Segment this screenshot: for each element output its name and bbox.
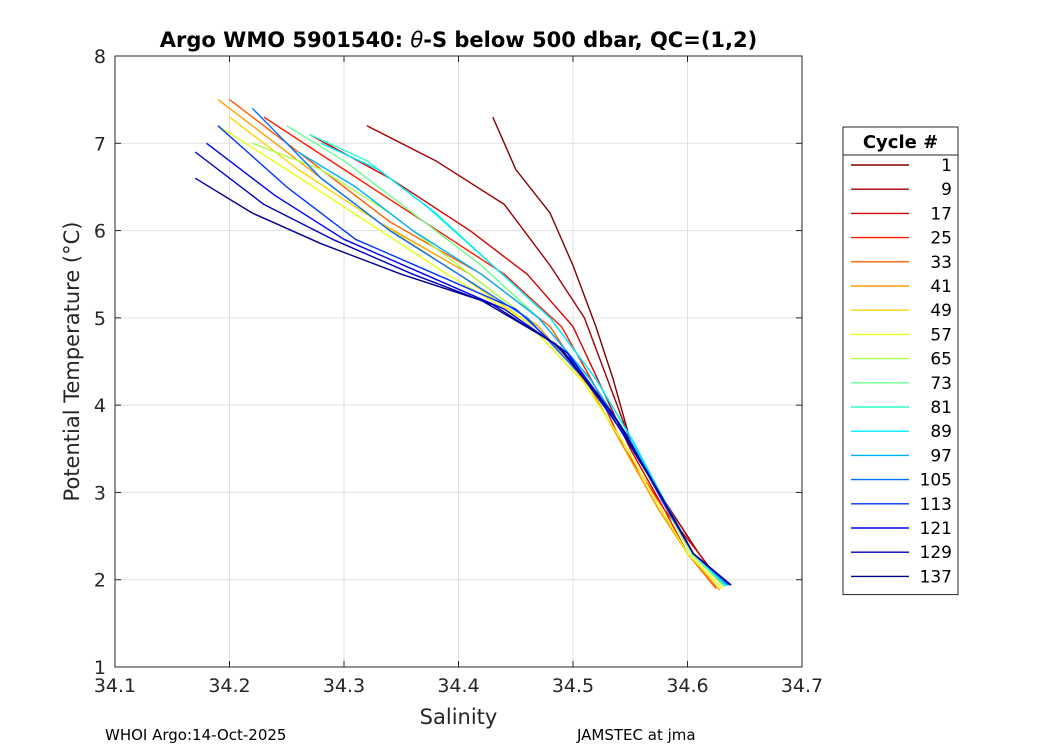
legend-label-49: 49 xyxy=(930,301,952,321)
x-tick-label: 34.6 xyxy=(666,675,708,697)
series-line-cycle-73 xyxy=(286,125,726,587)
series-line-cycle-105 xyxy=(251,107,730,586)
legend-label-113: 113 xyxy=(920,495,952,515)
series-line-cycle-137 xyxy=(194,177,732,586)
legend-label-73: 73 xyxy=(930,374,952,394)
series-line-cycle-113 xyxy=(217,125,731,586)
footer-left: WHOI Argo:14-Oct-2025 xyxy=(105,726,287,744)
series-line-cycle-121 xyxy=(206,142,732,586)
legend-label-25: 25 xyxy=(930,229,952,249)
legend-label-121: 121 xyxy=(920,519,952,539)
series-line-cycle-65 xyxy=(252,142,725,588)
footer-right: JAMSTEC at jma xyxy=(577,726,696,744)
legend-label-17: 17 xyxy=(930,204,952,224)
legend-label-137: 137 xyxy=(920,567,952,587)
legend: Cycle # 1 9 17 25 33 41 49 57 65 73 81 89 97 105 113 12… xyxy=(842,126,959,596)
x-tick-label: 34.1 xyxy=(94,675,136,697)
legend-title: Cycle # xyxy=(863,132,938,153)
legend-label-33: 33 xyxy=(930,253,952,273)
ticks: 34.1 34.2 34.3 34.4 34.5 34.6 34.7 1 2 3 4 5 6 7 8 xyxy=(94,46,823,697)
y-axis-label: Potential Temperature (°C) xyxy=(60,222,84,502)
legend-label-105: 105 xyxy=(920,471,952,491)
series-line-cycle-25 xyxy=(263,116,717,589)
legend-label-129: 129 xyxy=(920,543,952,563)
y-tick-label: 6 xyxy=(94,221,106,243)
title-prefix: Argo WMO 5901540: xyxy=(160,28,411,52)
legend-label-65: 65 xyxy=(930,350,952,370)
legend-items: 1 9 17 25 33 41 49 57 65 73 81 89 97 105 113 121 129 137 xyxy=(851,156,952,587)
legend-label-97: 97 xyxy=(930,446,952,466)
legend-box xyxy=(842,126,959,596)
x-axis-label: Salinity xyxy=(420,705,498,729)
legend-label-9: 9 xyxy=(941,180,952,200)
title-theta: θ xyxy=(410,28,423,52)
y-tick-label: 2 xyxy=(94,570,106,592)
y-tick-label: 1 xyxy=(94,657,106,679)
series-line-cycle-129 xyxy=(194,151,732,586)
y-tick-label: 5 xyxy=(94,308,106,330)
legend-label-57: 57 xyxy=(930,325,952,345)
chart-title: Argo WMO 5901540: θ-S below 500 dbar, QC… xyxy=(160,28,757,52)
legend-label-41: 41 xyxy=(930,277,952,297)
y-tick-label: 7 xyxy=(94,133,106,155)
legend-label-89: 89 xyxy=(930,422,952,442)
legend-label-1: 1 xyxy=(941,156,952,176)
y-tick-label: 3 xyxy=(94,482,106,504)
x-tick-label: 34.7 xyxy=(781,675,823,697)
series-line-cycle-9 xyxy=(366,125,723,585)
title-suffix: -S below 500 dbar, QC=(1,2) xyxy=(423,28,757,52)
series-line-cycle-57 xyxy=(217,125,723,589)
legend-label-81: 81 xyxy=(930,398,952,418)
x-tick-label: 34.4 xyxy=(437,675,479,697)
y-tick-label: 4 xyxy=(94,395,106,417)
x-tick-label: 34.3 xyxy=(323,675,365,697)
x-tick-label: 34.2 xyxy=(208,675,250,697)
series-line-cycle-49 xyxy=(229,116,723,589)
y-tick-label: 8 xyxy=(94,46,106,68)
series-group xyxy=(194,99,732,591)
x-tick-label: 34.5 xyxy=(552,675,594,697)
grid xyxy=(114,55,803,668)
